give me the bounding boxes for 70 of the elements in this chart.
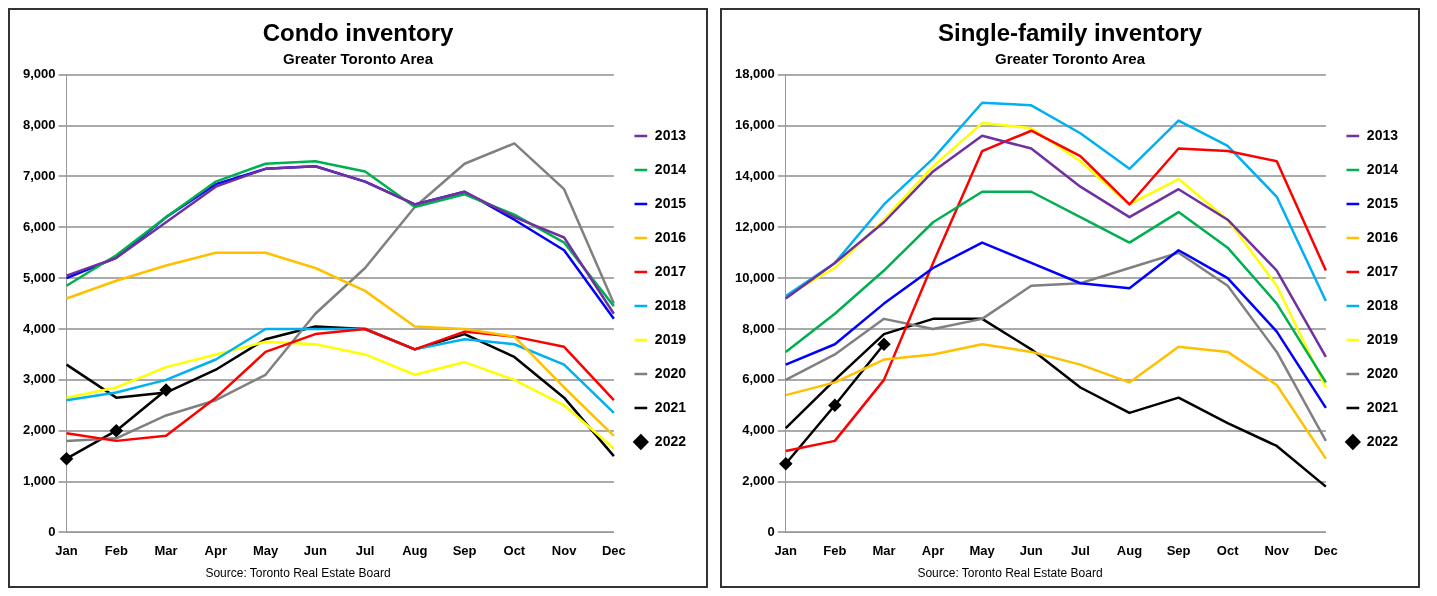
x-tick-label: Sep — [1166, 542, 1191, 558]
legend-label: 2017 — [1366, 262, 1399, 279]
chart-subtitle: Greater Toronto Area — [994, 49, 1146, 67]
legend-label: 2015 — [654, 194, 687, 211]
legend-label: 2016 — [654, 228, 687, 245]
x-tick-label: Nov — [1264, 542, 1290, 558]
y-tick-label: 10,000 — [735, 269, 775, 285]
x-tick-label: Jan — [774, 542, 798, 558]
legend-label: 2017 — [654, 262, 687, 279]
x-tick-label: Mar — [872, 542, 896, 558]
legend-label: 2014 — [654, 160, 687, 177]
x-tick-label: Mar — [154, 542, 178, 558]
y-tick-label: 6,000 — [22, 218, 56, 234]
legend-label: 2018 — [1366, 296, 1399, 313]
legend-label: 2021 — [654, 398, 687, 415]
y-tick-label: 6,000 — [742, 371, 775, 387]
y-tick-label: 0 — [48, 523, 56, 539]
y-tick-label: 4,000 — [22, 320, 56, 336]
y-tick-label: 8,000 — [742, 320, 775, 336]
y-tick-label: 14,000 — [735, 168, 775, 184]
x-tick-label: Jun — [1019, 542, 1043, 558]
y-tick-label: 3,000 — [22, 371, 56, 387]
legend-label: 2016 — [1366, 228, 1399, 245]
y-tick-label: 5,000 — [22, 269, 56, 285]
legend-label: 2020 — [1366, 364, 1399, 381]
x-tick-label: Feb — [823, 542, 847, 558]
x-tick-label: Jun — [303, 542, 327, 558]
chart-title: Condo inventory — [262, 19, 454, 47]
source-note: Source: Toronto Real Estate Board — [205, 566, 391, 580]
y-tick-label: 4,000 — [742, 422, 775, 438]
x-tick-label: Apr — [204, 542, 227, 558]
x-tick-label: Dec — [1313, 542, 1338, 558]
x-tick-label: Dec — [601, 542, 626, 558]
x-tick-label: Oct — [503, 542, 526, 558]
legend-label: 2019 — [654, 330, 687, 347]
y-tick-label: 0 — [767, 523, 775, 539]
legend-label: 2019 — [1366, 330, 1399, 347]
x-tick-label: Oct — [1216, 542, 1240, 558]
x-tick-label: Aug — [402, 542, 428, 558]
x-tick-label: Jul — [1070, 542, 1090, 558]
legend-label: 2018 — [654, 296, 687, 313]
x-tick-label: Aug — [1116, 542, 1143, 558]
legend-label: 2021 — [1366, 398, 1399, 415]
legend-label: 2013 — [654, 126, 687, 143]
y-tick-label: 7,000 — [22, 168, 56, 184]
x-tick-label: Jul — [355, 542, 375, 558]
y-tick-label: 12,000 — [735, 218, 775, 234]
y-tick-label: 2,000 — [22, 422, 56, 438]
legend-label: 2020 — [654, 364, 687, 381]
y-tick-label: 9,000 — [22, 66, 56, 82]
y-tick-label: 8,000 — [22, 117, 56, 133]
legend-label: 2015 — [1366, 194, 1399, 211]
y-tick-label: 18,000 — [735, 66, 775, 82]
x-tick-label: Jan — [55, 542, 78, 558]
x-tick-label: Nov — [551, 542, 578, 558]
x-tick-label: May — [969, 542, 996, 558]
x-tick-label: Feb — [104, 542, 128, 558]
chart-subtitle: Greater Toronto Area — [282, 49, 434, 67]
source-note: Source: Toronto Real Estate Board — [917, 566, 1103, 580]
x-tick-label: Sep — [452, 542, 477, 558]
legend-label: 2022 — [1366, 432, 1399, 449]
x-tick-label: Apr — [921, 542, 945, 558]
y-tick-label: 16,000 — [735, 117, 775, 133]
x-tick-label: May — [252, 542, 279, 558]
y-tick-label: 1,000 — [22, 473, 56, 489]
y-tick-label: 2,000 — [742, 473, 775, 489]
chart-title: Single-family inventory — [937, 19, 1203, 47]
legend-label: 2014 — [1366, 160, 1399, 177]
legend-label: 2022 — [654, 432, 687, 449]
legend-label: 2013 — [1366, 126, 1399, 143]
